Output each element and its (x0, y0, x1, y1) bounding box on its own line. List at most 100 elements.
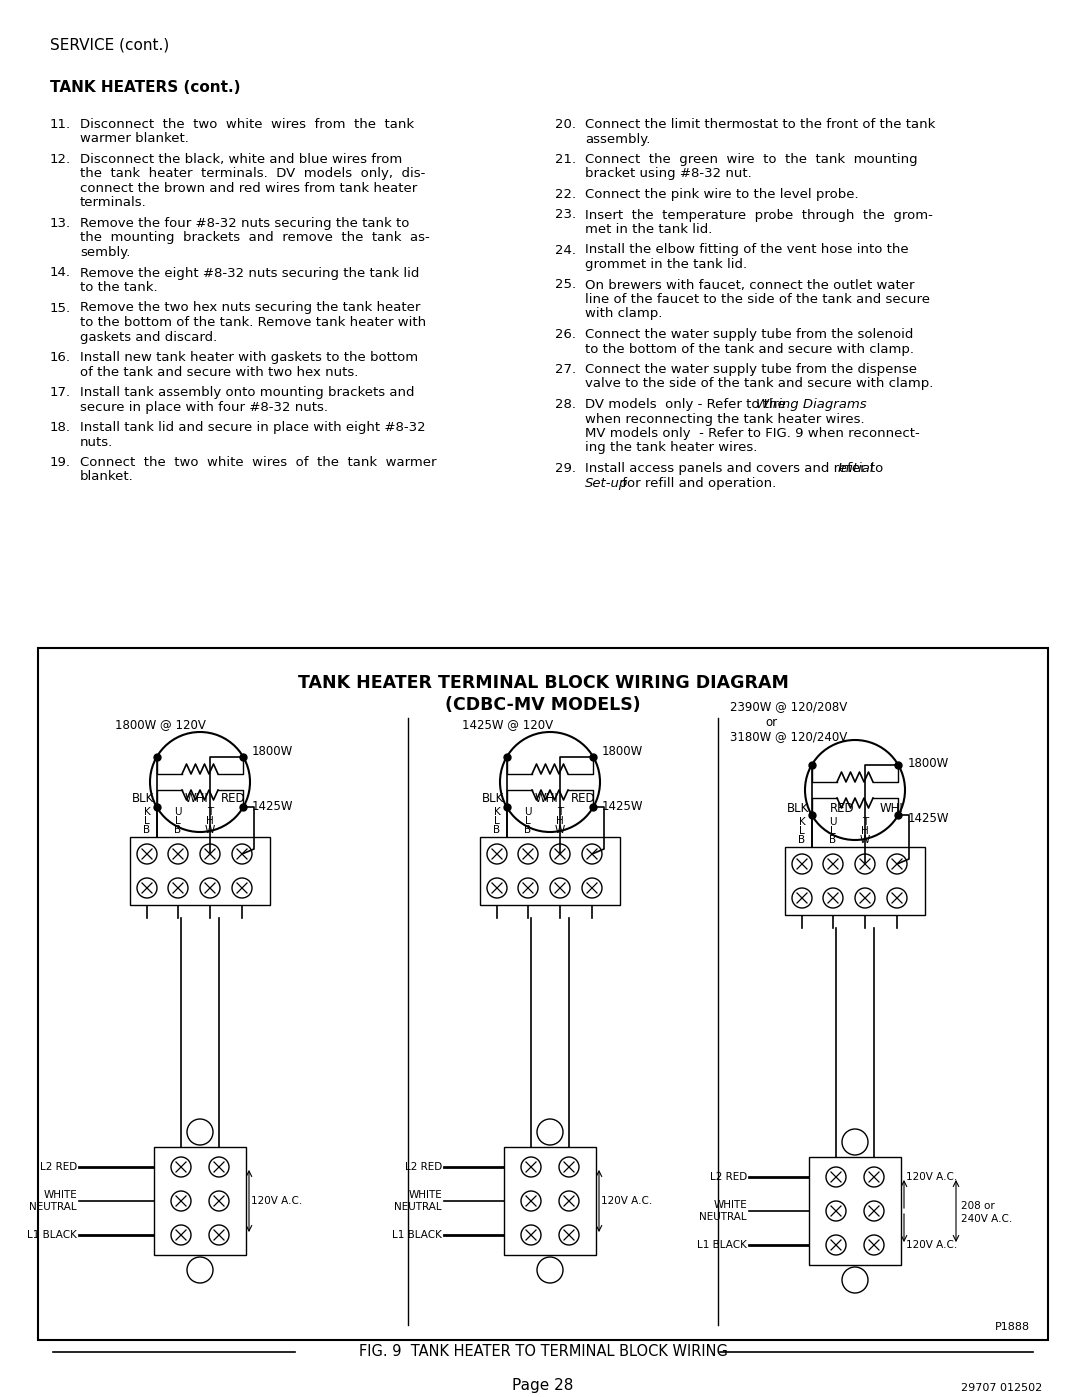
Text: 26.: 26. (555, 328, 576, 341)
Text: L1 BLACK: L1 BLACK (697, 1241, 747, 1250)
Text: U: U (524, 807, 531, 817)
Text: with clamp.: with clamp. (585, 307, 662, 320)
Text: sembly.: sembly. (80, 246, 131, 258)
Text: 120V A.C.: 120V A.C. (906, 1172, 957, 1182)
Text: K: K (144, 807, 150, 817)
Text: BLK: BLK (787, 802, 809, 814)
Bar (154, 1147, 246, 1255)
Text: WHI: WHI (185, 792, 208, 805)
Text: B: B (144, 826, 150, 835)
Text: 120V A.C.: 120V A.C. (906, 1241, 957, 1250)
Text: line of the faucet to the side of the tank and secure: line of the faucet to the side of the ta… (585, 293, 930, 306)
Text: 24.: 24. (555, 243, 576, 257)
Text: met in the tank lid.: met in the tank lid. (585, 224, 713, 236)
Text: L1 BLACK: L1 BLACK (392, 1229, 442, 1241)
Text: On brewers with faucet, connect the outlet water: On brewers with faucet, connect the outl… (585, 278, 915, 292)
Text: BLK: BLK (482, 792, 504, 805)
Bar (785, 847, 924, 915)
Bar (130, 837, 270, 905)
Text: H: H (206, 816, 214, 826)
Text: 15.: 15. (50, 302, 71, 314)
Text: 27.: 27. (555, 363, 576, 376)
Text: 22.: 22. (555, 189, 576, 201)
Text: connect the brown and red wires from tank heater: connect the brown and red wires from tan… (80, 182, 417, 196)
Text: for refill and operation.: for refill and operation. (618, 476, 777, 489)
Text: Install access panels and covers and refer to: Install access panels and covers and ref… (585, 462, 888, 475)
Text: Disconnect the black, white and blue wires from: Disconnect the black, white and blue wir… (80, 154, 402, 166)
Text: TANK HEATER TERMINAL BLOCK WIRING DIAGRAM: TANK HEATER TERMINAL BLOCK WIRING DIAGRA… (298, 673, 788, 692)
Text: L: L (799, 826, 805, 835)
Text: U: U (829, 817, 837, 827)
Text: L: L (525, 816, 531, 826)
Text: W: W (205, 826, 215, 835)
Text: U: U (174, 807, 181, 817)
Text: B: B (494, 826, 500, 835)
Text: L: L (175, 816, 180, 826)
Text: L: L (831, 826, 836, 835)
Text: W: W (860, 835, 870, 845)
Text: 23.: 23. (555, 208, 576, 222)
Text: NEUTRAL: NEUTRAL (29, 1201, 77, 1213)
Text: Insert  the  temperature  probe  through  the  grom-: Insert the temperature probe through the… (585, 208, 933, 222)
Text: L2 RED: L2 RED (40, 1162, 77, 1172)
Text: the  tank  heater  terminals.  DV  models  only,  dis-: the tank heater terminals. DV models onl… (80, 168, 426, 180)
Text: Connect the pink wire to the level probe.: Connect the pink wire to the level probe… (585, 189, 859, 201)
Text: 120V A.C.: 120V A.C. (600, 1196, 652, 1206)
Text: 19.: 19. (50, 455, 71, 469)
Text: FIG. 9  TANK HEATER TO TERMINAL BLOCK WIRING: FIG. 9 TANK HEATER TO TERMINAL BLOCK WIR… (359, 1344, 728, 1359)
Text: L: L (495, 816, 500, 826)
Text: warmer blanket.: warmer blanket. (80, 133, 189, 145)
Text: TANK HEATERS (cont.): TANK HEATERS (cont.) (50, 80, 241, 95)
Text: DV models  only - Refer to the: DV models only - Refer to the (585, 398, 789, 411)
Text: 21.: 21. (555, 154, 576, 166)
Bar (809, 1157, 901, 1266)
Text: gaskets and discard.: gaskets and discard. (80, 331, 217, 344)
Text: NEUTRAL: NEUTRAL (394, 1201, 442, 1213)
Text: K: K (494, 807, 500, 817)
Text: 11.: 11. (50, 117, 71, 131)
Text: 17.: 17. (50, 386, 71, 400)
Text: WHI: WHI (880, 802, 904, 814)
Text: 120V A.C.: 120V A.C. (251, 1196, 302, 1206)
Text: WHITE: WHITE (43, 1190, 77, 1200)
Text: ing the tank heater wires.: ing the tank heater wires. (585, 441, 757, 454)
Text: T: T (862, 817, 868, 827)
Text: 14.: 14. (50, 267, 71, 279)
Text: 1800W: 1800W (908, 757, 949, 770)
Text: Wiring Diagrams: Wiring Diagrams (756, 398, 866, 411)
Text: Connect  the  green  wire  to  the  tank  mounting: Connect the green wire to the tank mount… (585, 154, 918, 166)
Text: W: W (555, 826, 565, 835)
Text: Remove the two hex nuts securing the tank heater: Remove the two hex nuts securing the tan… (80, 302, 420, 314)
Text: 25.: 25. (555, 278, 576, 292)
Text: L2 RED: L2 RED (405, 1162, 442, 1172)
Text: 1800W @ 120V: 1800W @ 120V (114, 718, 206, 731)
Text: RED: RED (221, 792, 245, 805)
Text: valve to the side of the tank and secure with clamp.: valve to the side of the tank and secure… (585, 377, 933, 391)
Text: SERVICE (cont.): SERVICE (cont.) (50, 38, 170, 53)
Text: 20.: 20. (555, 117, 576, 131)
Text: 29.: 29. (555, 462, 576, 475)
Text: or: or (765, 717, 778, 729)
Text: (CDBC-MV MODELS): (CDBC-MV MODELS) (445, 696, 640, 714)
Text: WHITE: WHITE (713, 1200, 747, 1210)
Text: Install new tank heater with gaskets to the bottom: Install new tank heater with gaskets to … (80, 351, 418, 365)
Text: T: T (557, 807, 563, 817)
Text: 18.: 18. (50, 420, 71, 434)
Text: 3180W @ 120/240V: 3180W @ 120/240V (730, 731, 847, 743)
Text: 208 or: 208 or (961, 1201, 995, 1211)
Text: the  mounting  brackets  and  remove  the  tank  as-: the mounting brackets and remove the tan… (80, 232, 430, 244)
Text: Install the elbow fitting of the vent hose into the: Install the elbow fitting of the vent ho… (585, 243, 908, 257)
Text: Set-up: Set-up (585, 476, 629, 489)
Text: B: B (525, 826, 531, 835)
Text: K: K (798, 817, 806, 827)
Text: bracket using #8-32 nut.: bracket using #8-32 nut. (585, 168, 752, 180)
Text: P1888: P1888 (995, 1322, 1030, 1331)
Text: terminals.: terminals. (80, 197, 147, 210)
Text: B: B (798, 835, 806, 845)
Text: H: H (861, 826, 869, 835)
Text: B: B (829, 835, 837, 845)
Text: 1800W: 1800W (602, 745, 644, 759)
Text: 16.: 16. (50, 351, 71, 365)
Text: 240V A.C.: 240V A.C. (961, 1214, 1012, 1224)
Text: Connect the limit thermostat to the front of the tank: Connect the limit thermostat to the fron… (585, 117, 935, 131)
